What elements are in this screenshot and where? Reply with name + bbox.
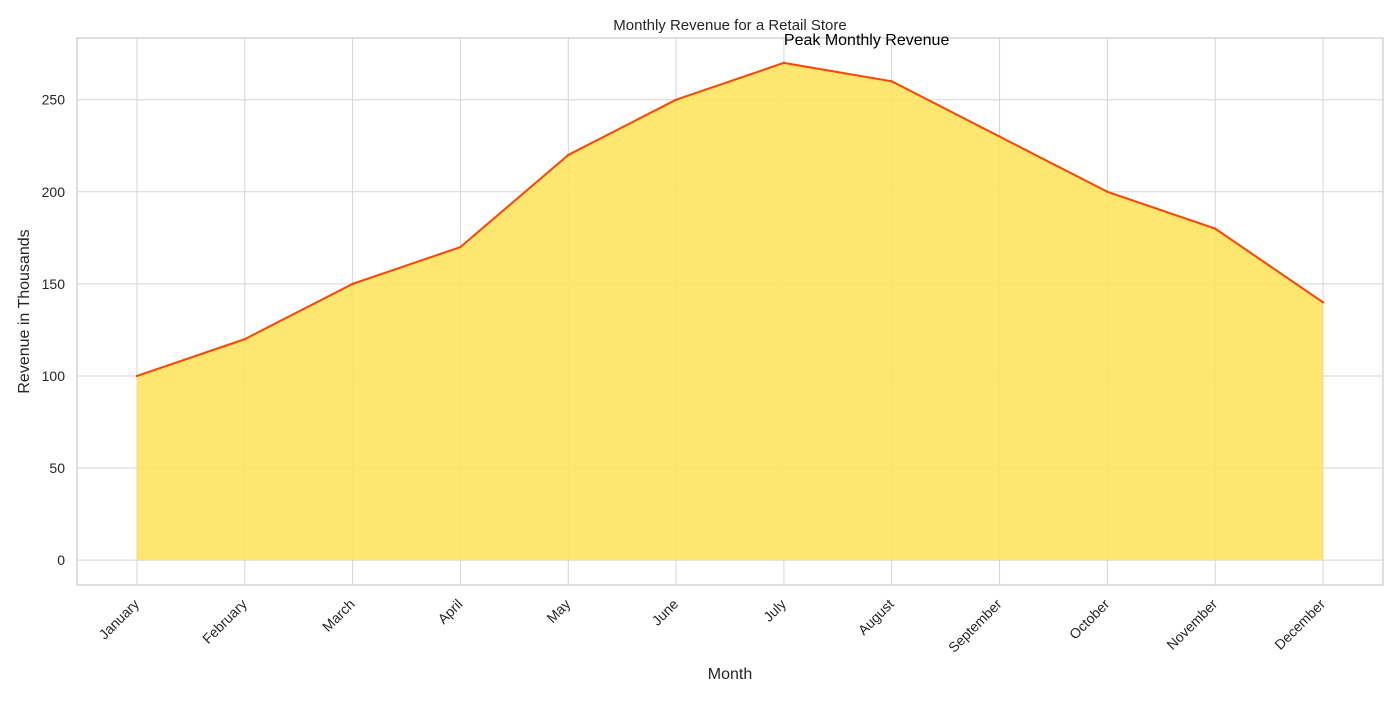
- data-point: [1213, 227, 1217, 230]
- data-point: [243, 337, 247, 341]
- data-point: [998, 135, 1001, 138]
- x-tick-label: May: [543, 596, 573, 626]
- y-tick-label: 250: [42, 92, 66, 108]
- x-tick-label: November: [1163, 596, 1220, 653]
- area-layer: [135, 61, 1325, 561]
- data-point: [567, 153, 570, 157]
- chart-title: Monthly Revenue for a Retail Store: [613, 17, 846, 34]
- y-axis-label: Revenue in Thousands: [16, 229, 33, 393]
- data-point: [890, 80, 893, 83]
- x-tick-label: October: [1066, 596, 1113, 643]
- data-point: [135, 374, 139, 378]
- x-tick-label: February: [199, 596, 250, 647]
- y-tick-label: 100: [42, 368, 66, 384]
- peak-annotation: Peak Monthly Revenue: [784, 32, 950, 49]
- y-tick-label: 150: [42, 276, 66, 292]
- plot-frame: [76, 37, 1384, 586]
- y-tick-label: 200: [42, 184, 66, 200]
- x-tick-label: August: [855, 596, 897, 638]
- x-tick-label: April: [434, 596, 465, 627]
- data-point: [459, 245, 462, 249]
- data-point: [782, 61, 786, 65]
- x-tick-label: June: [648, 596, 681, 629]
- x-tick-label: January: [96, 596, 143, 643]
- area-fill: [137, 62, 1323, 561]
- data-point: [1321, 301, 1325, 304]
- x-tick-label: December: [1271, 596, 1328, 653]
- x-tick-label: September: [945, 596, 1005, 656]
- data-point: [1106, 190, 1109, 193]
- x-axis-label: Month: [708, 666, 752, 683]
- y-tick-label: 50: [49, 460, 65, 476]
- data-point: [674, 98, 678, 101]
- data-point: [351, 282, 354, 286]
- x-tick-label: March: [319, 596, 358, 635]
- revenue-line: [136, 61, 1324, 377]
- y-tick-label: 0: [57, 552, 65, 568]
- x-tick-label: July: [760, 596, 789, 625]
